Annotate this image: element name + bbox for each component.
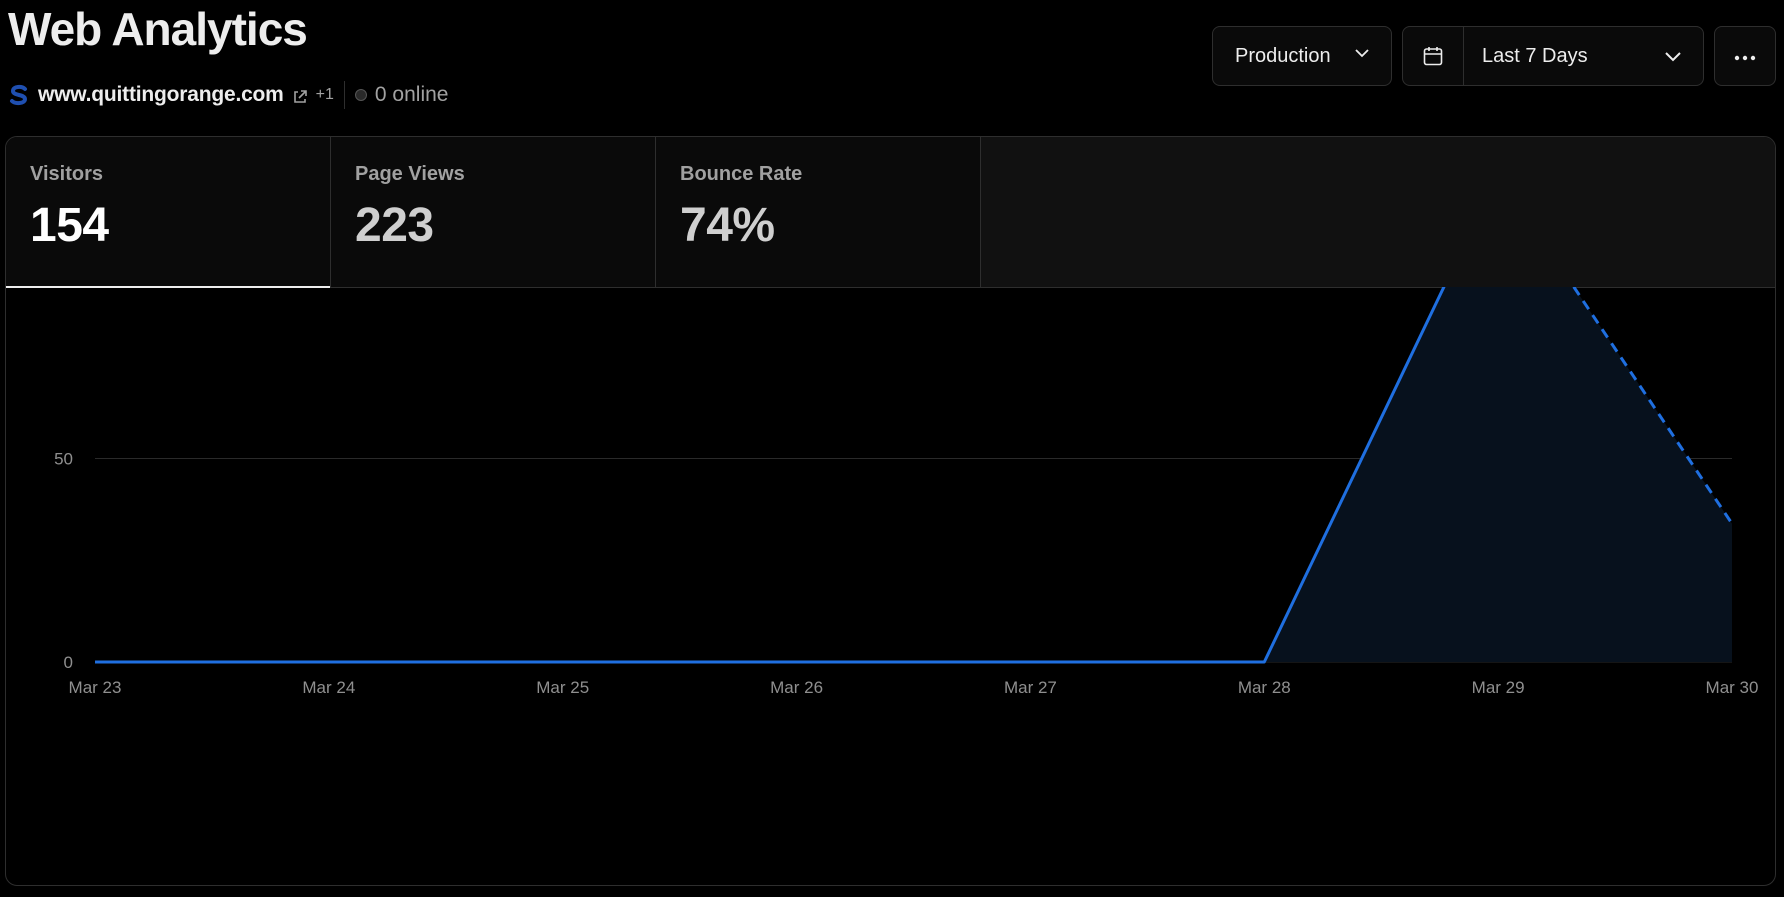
y-tick-label: 50 — [54, 450, 73, 469]
metric-label: Visitors — [30, 163, 103, 185]
x-tick-label: Mar 25 — [536, 678, 589, 697]
analytics-panel: Visitors 154 Page Views 223 Bounce Rate … — [5, 136, 1776, 886]
date-range-select[interactable]: Last 7 Days — [1402, 26, 1704, 86]
x-tick-label: Mar 30 — [1706, 678, 1759, 697]
ellipsis-icon — [1733, 45, 1757, 68]
external-link-icon[interactable] — [292, 87, 308, 103]
metric-value: 154 — [30, 199, 109, 252]
tabs-spacer — [981, 137, 1775, 287]
date-range-label: Last 7 Days — [1482, 44, 1588, 67]
metric-label: Bounce Rate — [680, 163, 803, 185]
series-line-projected — [1572, 287, 1734, 525]
metric-value: 74% — [680, 199, 775, 252]
series-line — [95, 287, 1446, 664]
calendar-icon[interactable] — [1403, 27, 1464, 85]
site-favicon-icon — [8, 84, 30, 106]
x-tick-label: Mar 29 — [1472, 678, 1525, 697]
online-count: 0 online — [374, 83, 449, 106]
metric-tabs: Visitors 154 Page Views 223 Bounce Rate … — [6, 137, 1775, 288]
x-tick-label: Mar 27 — [1004, 678, 1057, 697]
y-tick-label: 0 — [64, 653, 73, 672]
tab-bounce-rate[interactable]: Bounce Rate 74% — [656, 137, 981, 287]
page-title: Web Analytics — [8, 3, 308, 55]
environment-label: Production — [1235, 44, 1331, 67]
metric-label: Page Views — [355, 163, 465, 185]
x-tick-label: Mar 23 — [69, 678, 122, 697]
project-info: www.quittingorange.com +1 0 online — [8, 80, 448, 110]
online-status-dot-icon — [354, 89, 367, 101]
x-tick-label: Mar 26 — [770, 678, 823, 697]
extra-domains-count[interactable]: +1 — [315, 86, 334, 103]
domain-link[interactable]: www.quittingorange.com — [38, 83, 284, 106]
chevron-down-icon — [1663, 46, 1703, 66]
metric-value: 223 — [355, 199, 434, 252]
divider — [343, 81, 345, 109]
tab-page-views[interactable]: Page Views 223 — [331, 137, 656, 287]
chevron-down-icon — [1353, 44, 1371, 68]
x-tick-label: Mar 24 — [302, 678, 355, 697]
tab-visitors[interactable]: Visitors 154 — [6, 137, 331, 288]
more-options-button[interactable] — [1714, 26, 1776, 86]
environment-select[interactable]: Production — [1212, 26, 1392, 86]
series-area — [95, 287, 1732, 662]
x-tick-label: Mar 28 — [1238, 678, 1291, 697]
